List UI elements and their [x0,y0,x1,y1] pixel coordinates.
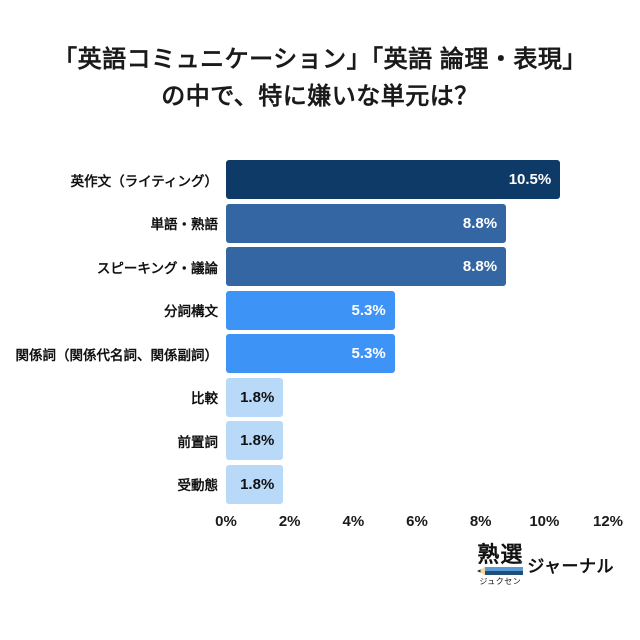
bar-row: 受動態 1.8% [0,463,608,507]
bar-track: 8.8% [226,247,608,287]
value-label: 8.8% [462,258,498,276]
category-label: 受動態 [177,478,219,494]
bar-track: 1.8% [226,421,608,461]
bar: 1.8% [226,464,284,504]
bar-row: 分詞構文 5.3% [0,289,608,333]
x-axis-tick: 2% [278,513,301,530]
x-axis: 0% 2% 4% 6% 8% 10% 12% [215,511,623,533]
bar-track: 10.5% [226,160,608,200]
bar: 1.8% [226,377,284,417]
brand-name: 熟選 [477,542,524,567]
bar: 8.8% [226,247,507,287]
bar: 5.3% [226,334,395,374]
brand-furigana: ジュクセン [479,577,522,586]
brand-suffix: ジャーナル [527,557,614,576]
bar-row: 比較 1.8% [0,376,608,420]
bar-rows: 英作文（ライティング） 10.5% 単語・熟語 8.8% スピーキング・議論 8.8% 分詞… [0,158,608,506]
x-axis-tick: 4% [342,513,365,530]
pencil-icon [477,567,524,575]
category-label: 前置詞 [177,434,219,450]
value-label: 10.5% [508,171,552,189]
category-label: 関係詞（関係代名詞、関係副詞） [15,347,219,363]
bar-track: 5.3% [226,334,608,374]
category-label: スピーキング・議論 [96,260,218,276]
bar-row: 前置詞 1.8% [0,419,608,463]
bar: 1.8% [226,421,284,461]
category-label: 英作文（ライティング） [70,173,218,189]
x-axis-tick: 6% [406,513,428,530]
bar-track: 1.8% [226,377,608,417]
bar-row: スピーキング・議論 8.8% [0,245,608,289]
category-label: 分詞構文 [164,304,218,320]
value-label: 1.8% [240,475,275,493]
value-label: 8.8% [462,214,498,232]
brand-logo: 熟選 ジュクセン ジャーナル [477,543,614,587]
bar-chart: 英作文（ライティング） 10.5% 単語・熟語 8.8% スピーキング・議論 8.8% 分詞… [0,158,623,533]
x-axis-tick: 12% [592,513,624,530]
bar-track: 8.8% [226,203,608,243]
value-label: 5.3% [351,345,386,363]
chart-title-line1: 「英語コミュニケーション」「英語 論理・表現」 [53,46,587,73]
category-label: 単語・熟語 [150,217,219,233]
value-label: 1.8% [240,388,275,406]
value-label: 5.3% [351,301,386,319]
bar: 10.5% [226,160,561,200]
bar-track: 1.8% [226,464,608,504]
chart-title: 「英語コミュニケーション」「英語 論理・表現」 の中で、特に嫌いな単元は？ [0,41,640,115]
bar: 8.8% [226,203,507,243]
bar: 5.3% [226,290,395,330]
bar-row: 単語・熟語 8.8% [0,202,608,246]
x-axis-tick: 10% [529,513,560,530]
chart-title-line2: の中で、特に嫌いな単元は？ [161,83,479,110]
x-axis-tick: 8% [469,513,492,530]
bar-row: 関係詞（関係代名詞、関係副詞） 5.3% [0,332,608,376]
bar-track: 5.3% [226,290,608,330]
x-axis-tick: 0% [215,513,237,530]
bar-row: 英作文（ライティング） 10.5% [0,158,608,202]
value-label: 1.8% [240,432,275,450]
category-label: 比較 [191,391,218,407]
brand-logo-left: 熟選 ジュクセン [477,542,524,587]
